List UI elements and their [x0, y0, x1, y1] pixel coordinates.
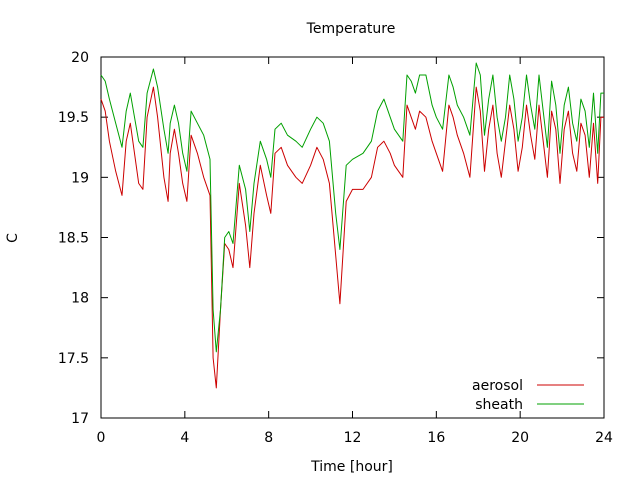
x-tick-label: 8	[264, 430, 273, 446]
y-tick-label: 17	[71, 411, 89, 427]
x-tick-label: 4	[180, 430, 189, 446]
x-tick-label: 24	[595, 430, 613, 446]
y-tick-label: 19	[71, 170, 89, 186]
series-line-aerosol	[100, 86, 604, 389]
x-tick-label: 20	[511, 430, 529, 446]
y-tick-label: 19.5	[58, 110, 89, 126]
legend: aerosol sheath	[472, 378, 584, 413]
legend-label-aerosol: aerosol	[472, 378, 523, 394]
x-axis: 0 4 8 12 16 20 24	[97, 57, 613, 446]
chart-title: Temperature	[306, 21, 396, 37]
y-axis-label: C	[5, 233, 21, 243]
y-axis: 17 17.5 18 18.5 19 19.5 20	[58, 50, 604, 427]
series-line-sheath	[100, 62, 604, 353]
x-tick-label: 16	[427, 430, 445, 446]
y-tick-label: 20	[71, 50, 89, 66]
y-tick-label: 18.5	[58, 231, 89, 247]
y-tick-label: 17.5	[58, 351, 89, 367]
legend-label-sheath: sheath	[475, 397, 523, 413]
x-axis-label: Time [hour]	[310, 459, 393, 475]
series-lines	[100, 62, 604, 389]
x-tick-label: 12	[344, 430, 362, 446]
x-tick-label: 0	[97, 430, 106, 446]
y-tick-label: 18	[71, 291, 89, 307]
